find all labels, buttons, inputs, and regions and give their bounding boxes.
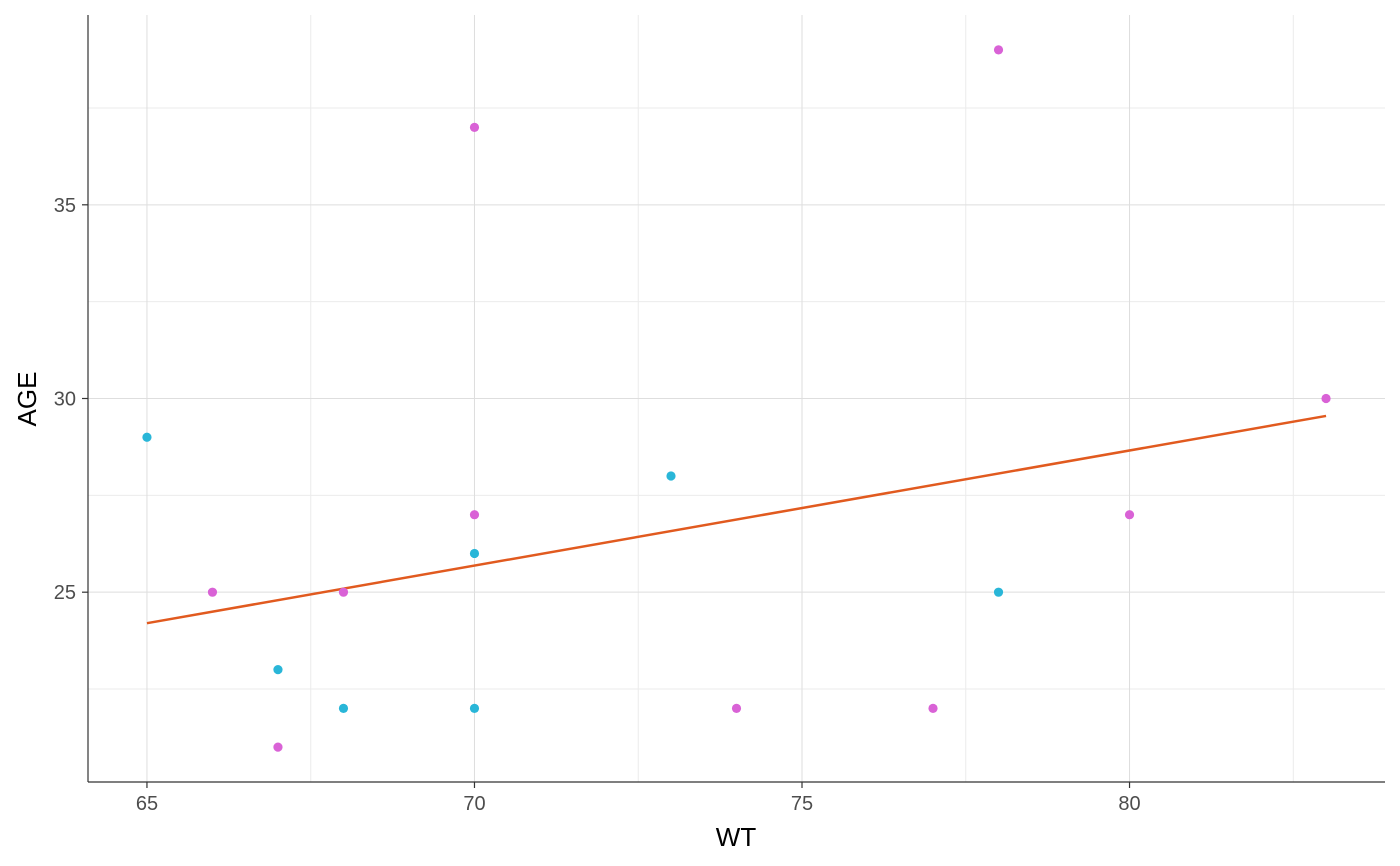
data-point bbox=[338, 587, 349, 597]
data-point bbox=[338, 703, 349, 713]
data-point bbox=[469, 510, 480, 520]
data-point bbox=[1321, 393, 1331, 404]
data-point bbox=[273, 665, 283, 675]
x-tick-label: 65 bbox=[136, 793, 158, 815]
y-axis-title: AGE bbox=[12, 372, 42, 427]
data-point bbox=[928, 703, 938, 713]
x-tick-label: 70 bbox=[463, 793, 485, 815]
data-point bbox=[207, 587, 218, 597]
x-tick-label: 80 bbox=[1118, 793, 1140, 815]
x-axis-title: WT bbox=[716, 822, 757, 852]
tick-labels: 65 70 75 80 25 30 35 bbox=[54, 195, 1141, 815]
data-point bbox=[469, 548, 480, 559]
data-point bbox=[469, 122, 480, 132]
data-point bbox=[1124, 510, 1135, 520]
y-tick-label: 30 bbox=[54, 389, 76, 411]
data-point bbox=[142, 432, 152, 442]
data-point bbox=[666, 471, 676, 481]
data-points bbox=[142, 45, 1331, 752]
data-point bbox=[469, 703, 480, 713]
data-point bbox=[993, 587, 1004, 597]
data-point bbox=[993, 45, 1004, 55]
grid-lines bbox=[88, 15, 1385, 782]
y-tick-label: 25 bbox=[54, 582, 76, 604]
x-tick-label: 75 bbox=[791, 793, 813, 815]
data-point bbox=[273, 742, 283, 752]
data-point bbox=[731, 703, 742, 713]
axes bbox=[82, 15, 1385, 788]
y-tick-label: 35 bbox=[54, 195, 76, 217]
